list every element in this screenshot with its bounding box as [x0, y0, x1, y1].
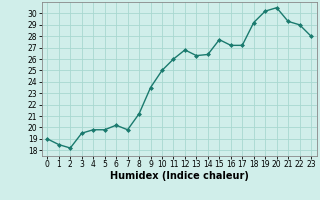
X-axis label: Humidex (Indice chaleur): Humidex (Indice chaleur) — [110, 171, 249, 181]
